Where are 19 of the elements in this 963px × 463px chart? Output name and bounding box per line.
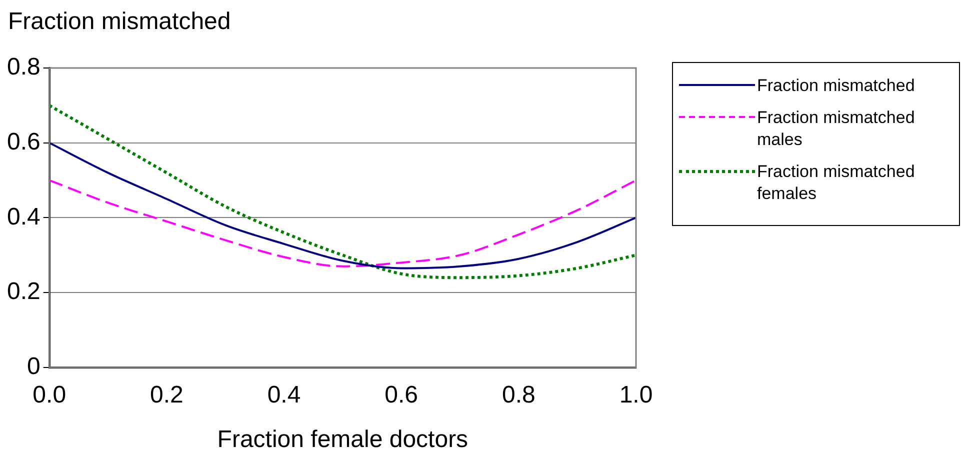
x-tick-label: 0.6 bbox=[384, 381, 418, 408]
x-tick-label: 0.4 bbox=[267, 381, 301, 408]
x-axis-title: Fraction female doctors bbox=[217, 426, 468, 454]
line-series bbox=[49, 142, 636, 270]
x-tick-label: 1.0 bbox=[619, 381, 653, 408]
y-tick-label: 0.6 bbox=[6, 128, 40, 156]
legend-label: Fraction mismatched males bbox=[757, 107, 916, 151]
legend-label: Fraction mismatched females bbox=[757, 161, 916, 205]
y-tick-label: 0.4 bbox=[6, 203, 40, 230]
y-axis-title: Fraction mismatched bbox=[8, 8, 231, 36]
x-tick-label: 0.0 bbox=[32, 381, 66, 408]
line-series bbox=[49, 104, 636, 280]
y-tick-label: 0.8 bbox=[6, 54, 40, 81]
x-tick-label: 0.2 bbox=[150, 381, 184, 408]
y-tick-label: 0.2 bbox=[6, 278, 40, 306]
legend-label: Fraction mismatched bbox=[757, 75, 916, 97]
x-tick-label: 0.8 bbox=[502, 381, 536, 408]
y-tick-label: 0 bbox=[27, 353, 40, 380]
line-series bbox=[49, 179, 636, 268]
